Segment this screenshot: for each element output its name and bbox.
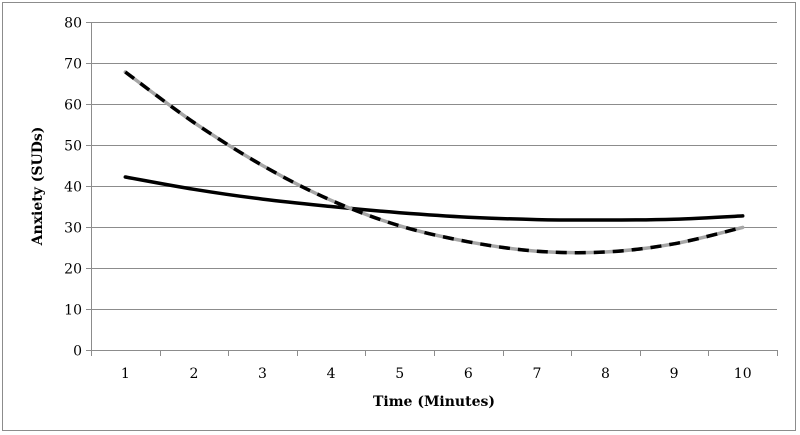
series-1-solid-line: [123, 175, 745, 222]
x-tick-label: 3: [258, 366, 267, 382]
y-tick-label: 20: [64, 262, 82, 278]
y-tick-label: 50: [64, 139, 82, 155]
y-tick-label: 70: [64, 57, 82, 73]
x-axis-title: Time (Minutes): [373, 394, 495, 410]
x-tick-labels: 1 2 3 4 5 6 7 8 9 10: [121, 366, 752, 382]
chart-frame: [2, 2, 796, 431]
x-tick-label: 9: [670, 366, 679, 382]
series-lines: [123, 70, 745, 255]
y-tick-label: 30: [64, 221, 82, 237]
y-tick-label: 60: [64, 98, 82, 114]
y-tick-label: 80: [64, 16, 82, 32]
x-tick-label: 7: [532, 366, 541, 382]
series-2-dashed-line: [124, 70, 744, 255]
y-tick-label: 0: [73, 344, 82, 360]
x-tick-label: 6: [464, 366, 473, 382]
y-tick-labels: 0 10 20 30 40 50 60 70 80: [64, 16, 82, 360]
x-tick-label: 8: [601, 366, 610, 382]
x-tick-label: 2: [189, 366, 198, 382]
y-axis-title: Anxiety (SUDs): [30, 127, 46, 247]
y-tick-label: 40: [64, 180, 82, 196]
y-tick-label: 10: [64, 303, 82, 319]
x-tick-label: 5: [395, 366, 404, 382]
x-tick-label: 4: [327, 366, 336, 382]
series-2-underlay-line: [123, 70, 745, 255]
x-tick-label: 1: [121, 366, 130, 382]
axes: [86, 22, 778, 356]
gridlines: [91, 22, 777, 310]
x-tick-label: 10: [734, 366, 752, 382]
